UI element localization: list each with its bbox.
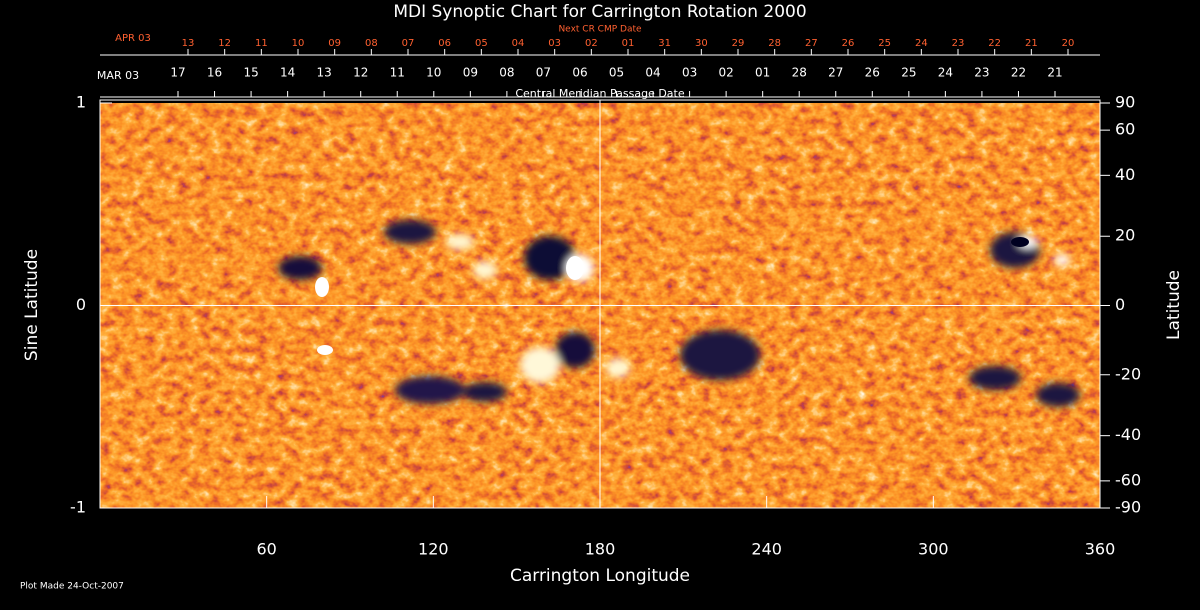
top-axis-label: 01 <box>755 66 770 80</box>
next-axis-label: 04 <box>512 38 525 49</box>
top-axis-label: 13 <box>317 66 332 80</box>
next-axis-label: 26 <box>842 38 855 49</box>
y2-tick-label: 40 <box>1115 165 1135 184</box>
top-axis-start: MAR 03 <box>97 69 139 82</box>
next-axis-label: Next CR CMP Date <box>558 25 642 35</box>
top-axis-label: 03 <box>682 66 697 80</box>
next-axis-label: 03 <box>548 38 561 49</box>
bright-spot <box>317 345 333 355</box>
top-axis-label: 08 <box>499 66 514 80</box>
top-axis-label: 17 <box>170 66 185 80</box>
active-regions <box>278 220 1080 407</box>
y2-tick-label: -20 <box>1115 364 1141 383</box>
top-axis-label: 25 <box>901 66 916 80</box>
next-axis-label: 06 <box>438 38 451 49</box>
next-axis-label: 28 <box>768 38 781 49</box>
dark-spot <box>1011 237 1029 247</box>
y2-tick-label: 60 <box>1115 120 1135 139</box>
next-axis-label: 20 <box>1062 38 1075 49</box>
top-axis-label: 28 <box>792 66 807 80</box>
next-axis-label: 21 <box>1025 38 1038 49</box>
x-tick-label: 240 <box>751 540 782 559</box>
top-axis-label: 23 <box>974 66 989 80</box>
x-axis-label: Carrington Longitude <box>510 566 690 586</box>
top-axis-label: 06 <box>572 66 587 80</box>
next-axis-label: 22 <box>988 38 1001 49</box>
top-axis-label: 02 <box>718 66 733 80</box>
x-tick-label: 360 <box>1085 540 1116 559</box>
next-axis-label: 05 <box>475 38 488 49</box>
top-axis-label: 22 <box>1011 66 1026 80</box>
next-axis-label: 30 <box>695 38 708 49</box>
next-axis-label: 10 <box>292 38 305 49</box>
next-axis-label: 07 <box>402 38 415 49</box>
x-tick-label: 300 <box>918 540 949 559</box>
top-axis-label: Central Meridian Passage Date <box>515 87 684 100</box>
top-axis-label: 07 <box>536 66 551 80</box>
top-axis-label: 05 <box>609 66 624 80</box>
top-axis-label: 04 <box>645 66 660 80</box>
y2-tick-label: -90 <box>1115 498 1141 517</box>
next-axis-label: 13 <box>182 38 195 49</box>
bright-spot <box>566 256 584 280</box>
next-axis-label: 23 <box>952 38 965 49</box>
top-axis-label: 11 <box>390 66 405 80</box>
top-axis-label: 27 <box>828 66 843 80</box>
top-axis-label: 24 <box>938 66 953 80</box>
x-tick-label: 120 <box>418 540 449 559</box>
y-tick-label: 1 <box>76 93 86 112</box>
top-axis-label: 16 <box>207 66 222 80</box>
footnote: Plot Made 24-Oct-2007 <box>20 582 124 592</box>
next-axis-label: 27 <box>805 38 818 49</box>
next-axis-start: APR 03 <box>115 33 151 44</box>
y-tick-label: -1 <box>70 498 86 517</box>
top-axis-label: 09 <box>463 66 478 80</box>
x-tick-label: 180 <box>585 540 616 559</box>
y2-tick-label: 20 <box>1115 226 1135 245</box>
top-axis-label: 10 <box>426 66 441 80</box>
y2-axis-label: Latitude <box>1164 270 1184 340</box>
y2-tick-label: -60 <box>1115 470 1141 489</box>
next-axis-label: 25 <box>878 38 891 49</box>
y2-tick-label: 0 <box>1115 295 1125 314</box>
top-axis-label: 21 <box>1047 66 1062 80</box>
chart-title: MDI Synoptic Chart for Carrington Rotati… <box>393 2 806 22</box>
y2-tick-label: 90 <box>1115 93 1135 112</box>
y2-tick-label: -40 <box>1115 425 1141 444</box>
next-axis-label: 11 <box>255 38 268 49</box>
next-axis-label: 24 <box>915 38 928 49</box>
top-axis-label: 15 <box>243 66 258 80</box>
top-axis-label: 14 <box>280 66 295 80</box>
next-axis-label: 31 <box>658 38 671 49</box>
next-axis-label: 08 <box>365 38 378 49</box>
y-tick-label: 0 <box>76 295 86 314</box>
next-axis-label: 12 <box>218 38 231 49</box>
next-axis-label: 09 <box>328 38 341 49</box>
top-axis-label: 12 <box>353 66 368 80</box>
next-axis-label: 01 <box>622 38 635 49</box>
x-tick-label: 60 <box>256 540 276 559</box>
y-axis-label: Sine Latitude <box>22 249 42 361</box>
next-axis-label: 29 <box>732 38 745 49</box>
top-axis-label: 26 <box>865 66 880 80</box>
bright-spot <box>315 277 329 297</box>
next-axis-label: 02 <box>585 38 598 49</box>
